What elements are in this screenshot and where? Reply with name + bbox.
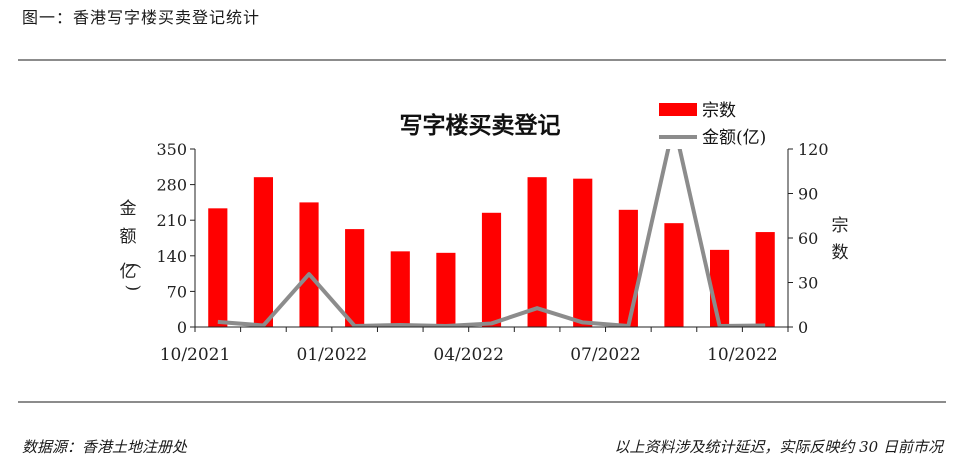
x-tick-label-01/2022: 01/2022 — [297, 345, 368, 365]
figure-title: 图一：香港写字楼买卖登记统计 — [22, 8, 261, 27]
right-axis-label: 宗 数 — [832, 216, 849, 263]
bar-06/2022 — [573, 178, 593, 327]
legend: 宗数 金额(亿) — [659, 101, 766, 148]
legend-bar-label: 宗数 — [702, 101, 736, 121]
legend-line-label: 金额(亿) — [702, 128, 766, 148]
left-axis-label-char-4: 亿 — [120, 262, 137, 282]
x-tick-label-04/2022: 04/2022 — [433, 345, 504, 365]
left-axis-label-char-5: ) — [123, 285, 143, 292]
left-tick-label-70: 70 — [167, 282, 187, 301]
bar-10/2021 — [208, 208, 228, 327]
x-tick-label-10/2021: 10/2021 — [160, 345, 231, 365]
bottom-divider — [18, 401, 946, 403]
left-tick-label-210: 210 — [156, 211, 187, 230]
bar-03/2022 — [436, 252, 456, 327]
bar-10/2022 — [755, 232, 775, 327]
bar-05/2022 — [527, 177, 547, 327]
right-tick-label-60: 60 — [798, 229, 818, 248]
source-note: 数据源：香港土地注册处 — [22, 438, 188, 456]
x-tick-label-10/2022: 10/2022 — [707, 345, 778, 365]
disclaimer-note: 以上资料涉及统计延迟，实际反映约 30 日前市况 — [614, 438, 943, 456]
amount-line — [217, 149, 766, 327]
bar-01/2022 — [345, 229, 365, 327]
left-tick-label-140: 140 — [156, 247, 187, 266]
bar-02/2022 — [390, 251, 410, 327]
left-tick-label-350: 350 — [156, 140, 187, 159]
bar-04/2022 — [481, 212, 502, 327]
right-tick-label-120: 120 — [798, 140, 829, 159]
top-divider — [18, 59, 946, 61]
bar-08/2022 — [664, 223, 684, 327]
left-axis-label: 金 额 ( 亿 ) — [120, 199, 144, 291]
right-tick-label-90: 90 — [798, 185, 818, 204]
bar-11/2021 — [253, 177, 274, 327]
right-tick-label-30: 30 — [798, 274, 818, 293]
legend-bar-swatch — [659, 103, 697, 116]
left-axis-label-char-2: 额 — [120, 227, 137, 247]
x-tick-label-07/2022: 07/2022 — [570, 345, 641, 365]
chart-title: 写字楼买卖登记 — [400, 112, 561, 139]
bar-07/2022 — [618, 209, 638, 327]
bar-12/2021 — [299, 202, 319, 327]
right-tick-label-0: 0 — [798, 318, 808, 337]
left-tick-label-280: 280 — [156, 176, 187, 195]
right-axis-label-char-1: 宗 — [832, 216, 849, 236]
left-axis-label-char-1: 金 — [120, 199, 137, 219]
left-tick-label-0: 0 — [177, 318, 187, 337]
right-axis-label-char-2: 数 — [832, 243, 849, 263]
left-axis-label-char-3: ( — [123, 263, 143, 270]
